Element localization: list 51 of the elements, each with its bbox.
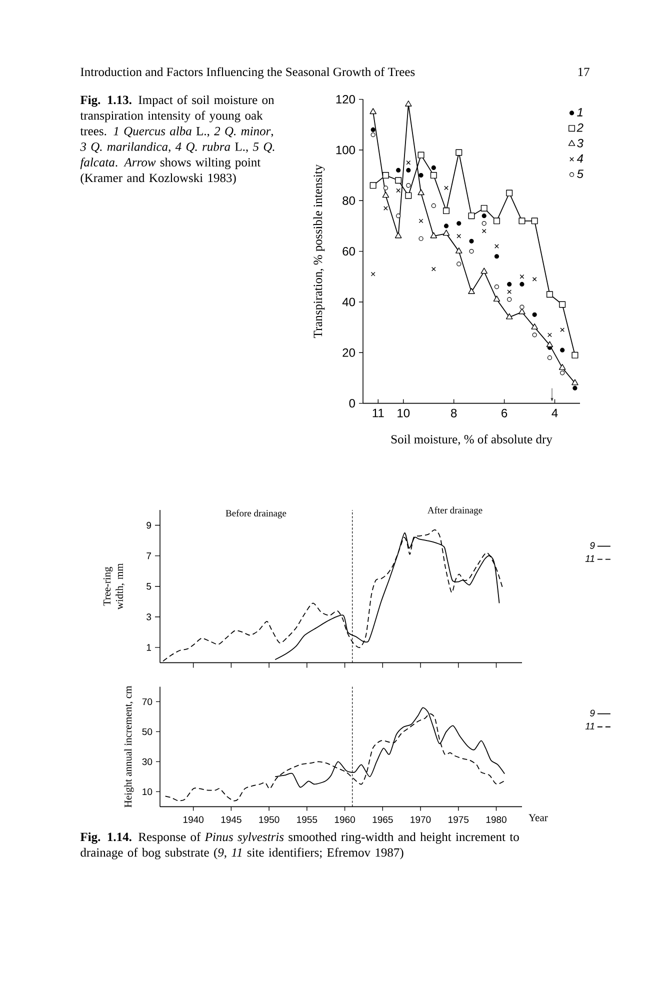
annotation: ↓ [550, 388, 554, 402]
y-tick-label: 7 [146, 552, 151, 560]
legend-label: 4 [576, 154, 584, 163]
x-tick-label: 1980 [486, 816, 506, 823]
y-tick-label: 40 [342, 298, 355, 306]
legend-label: 5 [577, 170, 584, 178]
legend-label: 11 [585, 722, 594, 730]
y-axis-title: Transpiration, % possible intensity [313, 164, 325, 338]
x-tick-label: 1975 [448, 816, 469, 823]
y-tick-label: 70 [142, 698, 152, 706]
y-tick-label: 100 [336, 146, 355, 154]
x-tick-label: 8 [451, 408, 457, 418]
y-axis-title: Tree-ring width, mm [103, 563, 125, 610]
x-axis-title: Soil moisture, % of absolute dry [391, 434, 552, 446]
y-tick-label: 0 [349, 399, 356, 408]
x-tick-label: 11 [372, 408, 384, 418]
x-tick-label: 1950 [259, 816, 280, 823]
y-tick-label: 60 [342, 247, 355, 256]
y-tick-label: 10 [142, 788, 152, 796]
legend-label: 2 [576, 123, 584, 132]
text: Fig. 1.13. Impact of soil moisture on transpiration intensity of young oak trees. 1 Quercus alba L., 2 Q. minor, 3 Q. marilandica, 4 Q. rubra L., 5 Q. falcata. Arrow shows wilting point (Kramer and Kozlowski 1983) [80, 95, 274, 185]
y-tick-label: 3 [146, 614, 152, 620]
legend-label: 9 [590, 710, 595, 716]
x-tick-label: 4 [552, 408, 558, 418]
legend-label: 9 [590, 542, 595, 549]
x-tick-label: 1960 [334, 816, 355, 823]
x-tick-label: 6 [502, 408, 508, 418]
x-tick-label: 1945 [221, 816, 242, 823]
legend-label: 3 [577, 138, 584, 148]
x-tick-label: 10 [398, 408, 410, 418]
y-tick-label: 80 [342, 196, 355, 205]
text: 17 [578, 68, 590, 76]
x-tick-label: 1965 [372, 816, 393, 823]
annotation: After drainage [428, 506, 482, 516]
x-tick-label: 1940 [183, 816, 204, 823]
y-axis-title: Height annual increment, cm [124, 686, 134, 808]
legend-label: 11 [585, 555, 594, 562]
y-tick-label: 30 [142, 758, 152, 766]
x-tick-label: 1970 [410, 816, 431, 823]
y-tick-label: 20 [342, 348, 355, 357]
annotation: Before drainage [226, 510, 286, 518]
legend-label: 1 [577, 108, 582, 116]
y-tick-label: 120 [336, 95, 355, 104]
x-tick-label: 1955 [297, 816, 318, 823]
text: Introduction and Factors Influencing the Seasonal Growth of Trees [80, 67, 415, 79]
y-tick-label: 5 [146, 583, 152, 590]
y-tick-label: 50 [142, 728, 152, 736]
x-axis-title: Year [528, 814, 548, 822]
text: Fig. 1.14. Response of Pinus sylvestris smoothed ring-width and height increment to drainage of bog substrate (9, 11 site identifiers; Efremov 1987) [80, 832, 519, 860]
y-tick-label: 9 [146, 522, 152, 529]
y-tick-label: 1 [146, 644, 151, 651]
